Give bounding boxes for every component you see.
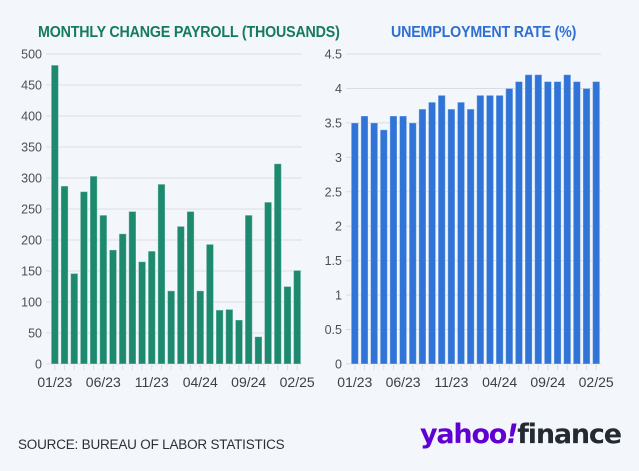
unemployment-xtick-label: 02/25 (579, 374, 614, 390)
payroll-xtick-label: 04/24 (183, 374, 218, 390)
logo-bang-text: ! (506, 419, 518, 450)
payroll-chart-title: MONTHLY CHANGE PAYROLL (THOUSANDS) (38, 24, 340, 41)
unemployment-bar (389, 115, 398, 365)
unemployment-xtick-label: 09/24 (530, 374, 565, 390)
unemployment-bar (370, 122, 379, 365)
unemployment-bar (572, 81, 581, 365)
payroll-xtick-label: 06/23 (86, 374, 121, 390)
unemployment-ytick-label: 4 (335, 82, 342, 96)
payroll-bar (244, 214, 253, 365)
payroll-ytick-label: 450 (21, 79, 42, 93)
payroll-xtick-label: 11/23 (135, 374, 169, 390)
payroll-bar (196, 290, 205, 365)
unemployment-bar (543, 81, 552, 365)
payroll-bar (225, 308, 234, 365)
unemployment-bar (524, 74, 533, 365)
unemployment-bar (466, 108, 475, 365)
unemployment-ytick-label: 1.5 (325, 254, 342, 268)
unemployment-xtick-label: 06/23 (386, 374, 421, 390)
payroll-xtick-label: 01/23 (37, 374, 72, 390)
payroll-bar (186, 210, 195, 365)
payroll-bar (128, 210, 137, 365)
unemployment-bar (476, 94, 485, 365)
payroll-bar (50, 64, 59, 365)
unemployment-bar (505, 87, 514, 365)
unemployment-bar (360, 115, 369, 365)
unemployment-bar (553, 81, 562, 365)
payroll-ytick-label: 100 (21, 296, 42, 310)
unemployment-bar (399, 115, 408, 365)
payroll-bar (99, 214, 108, 365)
unemployment-bar (379, 129, 388, 365)
unemployment-xtick-label: 04/24 (482, 374, 517, 390)
payroll-bar (176, 225, 185, 365)
payroll-bar (283, 286, 292, 365)
payroll-bar (254, 336, 263, 365)
payroll-bar (137, 261, 147, 365)
payroll-bar (89, 175, 98, 365)
unemployment-bar (495, 94, 504, 365)
payroll-ytick-label: 0 (35, 358, 42, 372)
payroll-ytick-label: 150 (21, 265, 42, 279)
unemployment-bar (350, 122, 359, 365)
unemployment-bar (418, 108, 427, 365)
unemployment-bar (456, 101, 466, 365)
payroll-bar (118, 233, 127, 365)
payroll-bar (79, 191, 89, 365)
payroll-bar (234, 319, 244, 365)
payroll-bar (147, 250, 156, 365)
payroll-xtick-label: 02/25 (280, 374, 315, 390)
payroll-ytick-label: 500 (21, 48, 42, 62)
unemployment-ytick-label: 2.5 (325, 185, 342, 199)
unemployment-ytick-label: 4.5 (325, 48, 342, 62)
unemployment-bar (485, 94, 495, 365)
unemployment-bar (582, 87, 591, 365)
payroll-xtick-label: 09/24 (231, 374, 266, 390)
unemployment-bar (437, 94, 446, 365)
unemployment-ytick-label: 2 (335, 220, 342, 234)
payroll-bar (167, 290, 176, 365)
yahoo-finance-logo: yahoo!finance (420, 419, 622, 450)
unemployment-bar (427, 101, 437, 365)
payroll-bar (205, 243, 215, 365)
logo-yahoo-text: yahoo (420, 419, 507, 450)
payroll-bar (60, 185, 69, 365)
payroll-ytick-label: 200 (21, 234, 42, 248)
unemployment-ytick-label: 3.5 (325, 116, 342, 130)
payroll-bar (70, 272, 79, 365)
unemployment-ytick-label: 1 (335, 289, 342, 303)
unemployment-bar (514, 81, 524, 365)
unemployment-ytick-label: 0.5 (325, 323, 342, 337)
unemployment-bar (534, 74, 543, 365)
payroll-ytick-label: 50 (28, 327, 42, 341)
payroll-bar (157, 183, 166, 365)
payroll-ytick-label: 350 (21, 141, 42, 155)
unemployment-bar (447, 108, 456, 365)
payroll-bar (108, 249, 118, 365)
source-note: SOURCE: BUREAU OF LABOR STATISTICS (18, 437, 285, 452)
unemployment-xtick-label: 01/23 (337, 374, 372, 390)
unemployment-xtick-label: 11/23 (434, 374, 468, 390)
unemployment-bar (592, 81, 601, 365)
payroll-ytick-label: 250 (21, 203, 42, 217)
unemployment-ytick-label: 3 (335, 151, 342, 165)
unemployment-bar (563, 74, 572, 365)
payroll-ytick-label: 400 (21, 110, 42, 124)
unemployment-ytick-label: 0 (335, 358, 342, 372)
logo-finance-text: finance (517, 419, 622, 450)
payroll-ytick-label: 300 (21, 172, 42, 186)
unemployment-bar (408, 122, 417, 365)
unemployment-chart-title: UNEMPLOYMENT RATE (%) (391, 24, 577, 41)
payroll-bar (215, 309, 224, 365)
payroll-bar (293, 269, 302, 365)
payroll-bar (273, 163, 282, 365)
payroll-bar (263, 201, 273, 365)
